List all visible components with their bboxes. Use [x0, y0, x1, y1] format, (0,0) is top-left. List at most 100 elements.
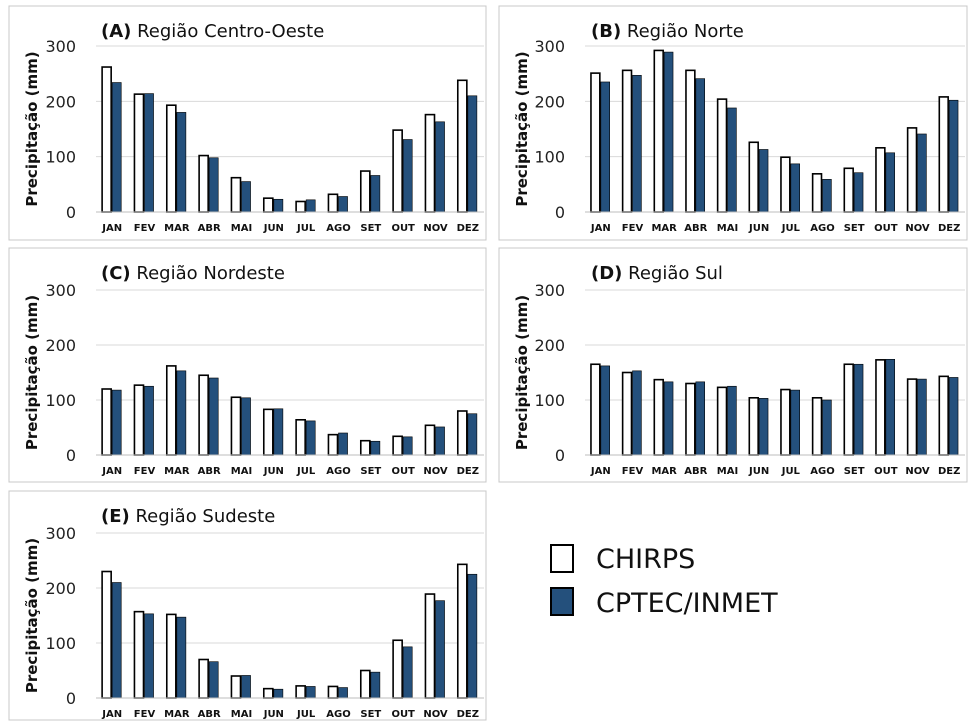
y-tick-label: 300	[45, 37, 76, 56]
bar-cptec-ago	[338, 687, 348, 699]
panel-letter: (C)	[101, 263, 131, 284]
bar-cptec-mai	[241, 181, 251, 213]
bar-cptec-nov	[435, 121, 445, 213]
bar-chirps-mai	[230, 675, 242, 699]
bar-chirps-nov	[424, 593, 436, 699]
y-axis-label: Precipitação (mm)	[513, 51, 531, 206]
bar-cptec-dez	[948, 99, 959, 213]
x-tick-label: MAI	[231, 223, 252, 234]
bar-cptec-jul	[305, 199, 316, 213]
bar-cptec-jul	[790, 389, 800, 456]
bar-cptec-mar	[176, 112, 187, 213]
panel-letter: (E)	[101, 506, 130, 527]
bar-cptec-jan	[600, 365, 610, 456]
x-tick-label: NOV	[423, 223, 448, 234]
bar-cptec-jan	[600, 81, 610, 213]
bar-chirps-abr	[685, 382, 696, 456]
bar-cptec-fev	[632, 370, 642, 456]
panel-region: Região Norte	[621, 21, 744, 42]
x-tick-label: MAR	[164, 709, 190, 720]
legend: CHIRPS CPTEC/INMET	[550, 544, 778, 619]
bar-chirps-out	[392, 129, 403, 213]
bar-cptec-ago	[822, 179, 832, 213]
bar-cptec-jun	[273, 408, 284, 456]
x-tick-label: JUN	[748, 466, 769, 477]
bar-chirps-dez	[456, 410, 468, 456]
x-tick-label: NOV	[905, 223, 930, 234]
x-tick-label: JAN	[590, 223, 611, 234]
bar-cptec-mar	[176, 616, 187, 699]
panel-title: (C) Região Nordeste	[101, 263, 285, 284]
x-tick-label: ABR	[198, 709, 221, 720]
bar-cptec-abr	[695, 78, 705, 213]
x-tick-label: ABR	[198, 466, 221, 477]
bar-cptec-nov	[917, 133, 927, 213]
bar-cptec-jul	[790, 163, 800, 213]
x-tick-label: MAI	[717, 466, 738, 477]
bar-chirps-jul	[295, 200, 306, 213]
bar-cptec-dez	[948, 377, 959, 456]
bar-chirps-fev	[133, 384, 145, 456]
x-tick-label: NOV	[905, 466, 930, 477]
bar-chirps-out	[392, 435, 403, 456]
x-tick-label: JUN	[263, 466, 284, 477]
bar-cptec-jan	[111, 582, 122, 699]
x-tick-label: SET	[844, 466, 865, 477]
x-tick-label: ABR	[198, 223, 221, 234]
bar-cptec-abr	[208, 377, 219, 456]
x-tick-label: JUL	[781, 466, 801, 477]
bar-cptec-set	[853, 172, 864, 213]
bar-chirps-jul	[780, 388, 791, 456]
panel-title: (E) Região Sudeste	[101, 506, 275, 527]
y-axis-label: Precipitação (mm)	[23, 295, 41, 450]
panel-region: Região Sudeste	[130, 506, 276, 527]
x-tick-label: MAR	[651, 466, 677, 477]
bar-cptec-out	[402, 139, 413, 213]
bar-cptec-out	[885, 152, 895, 213]
panel-title: (D) Região Sul	[591, 263, 723, 284]
bar-cptec-abr	[695, 381, 705, 456]
y-tick-label: 200	[45, 92, 76, 111]
x-tick-label: AGO	[810, 223, 834, 234]
y-tick-label: 0	[66, 446, 76, 465]
bar-chirps-nov	[906, 378, 918, 456]
y-tick-label: 0	[66, 689, 76, 708]
bar-chirps-dez	[938, 375, 949, 456]
bar-cptec-fev	[632, 75, 642, 213]
x-tick-label: JUN	[263, 223, 284, 234]
x-tick-label: SET	[844, 223, 865, 234]
y-tick-label: 100	[534, 148, 565, 167]
bar-cptec-jul	[305, 420, 316, 456]
x-tick-label: DEZ	[457, 223, 479, 234]
bar-chirps-nov	[906, 127, 918, 213]
x-tick-label: FEV	[134, 709, 156, 720]
x-tick-label: OUT	[391, 466, 415, 477]
x-tick-label: OUT	[874, 223, 898, 234]
panel-letter: (B)	[591, 21, 621, 42]
bar-cptec-nov	[435, 600, 445, 699]
bar-cptec-mar	[663, 381, 674, 456]
y-tick-label: 100	[45, 148, 76, 167]
x-tick-label: ABR	[684, 223, 707, 234]
x-tick-label: DEZ	[938, 466, 960, 477]
bar-cptec-mai	[241, 675, 251, 699]
bar-cptec-ago	[338, 196, 348, 213]
bar-chirps-jan	[590, 363, 601, 456]
x-tick-label: JUL	[296, 709, 316, 720]
bar-chirps-set	[359, 439, 371, 456]
bar-chirps-dez	[456, 563, 468, 699]
bar-chirps-mar	[165, 104, 177, 213]
bar-chirps-jun	[262, 687, 274, 699]
bar-chirps-jan	[101, 388, 112, 456]
bar-chirps-ago	[811, 396, 823, 456]
bar-chirps-mar	[653, 49, 664, 213]
legend-swatch-cptec	[550, 587, 574, 616]
y-tick-label: 200	[534, 336, 565, 355]
x-tick-label: SET	[360, 223, 381, 234]
bar-cptec-out	[402, 646, 413, 699]
legend-swatch-chirps	[550, 544, 574, 573]
bar-chirps-dez	[938, 96, 949, 213]
